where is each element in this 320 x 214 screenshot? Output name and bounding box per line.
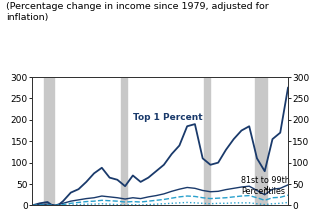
Bar — [121, 77, 127, 205]
Bar — [204, 77, 210, 205]
Text: (Percentage change in income since 1979, adjusted for
inflation): (Percentage change in income since 1979,… — [6, 2, 269, 22]
Text: Top 1 Percent: Top 1 Percent — [133, 113, 203, 122]
Text: 81st to 99th
Percentiles: 81st to 99th Percentiles — [242, 176, 290, 196]
Bar — [255, 77, 267, 205]
Bar — [44, 77, 54, 205]
